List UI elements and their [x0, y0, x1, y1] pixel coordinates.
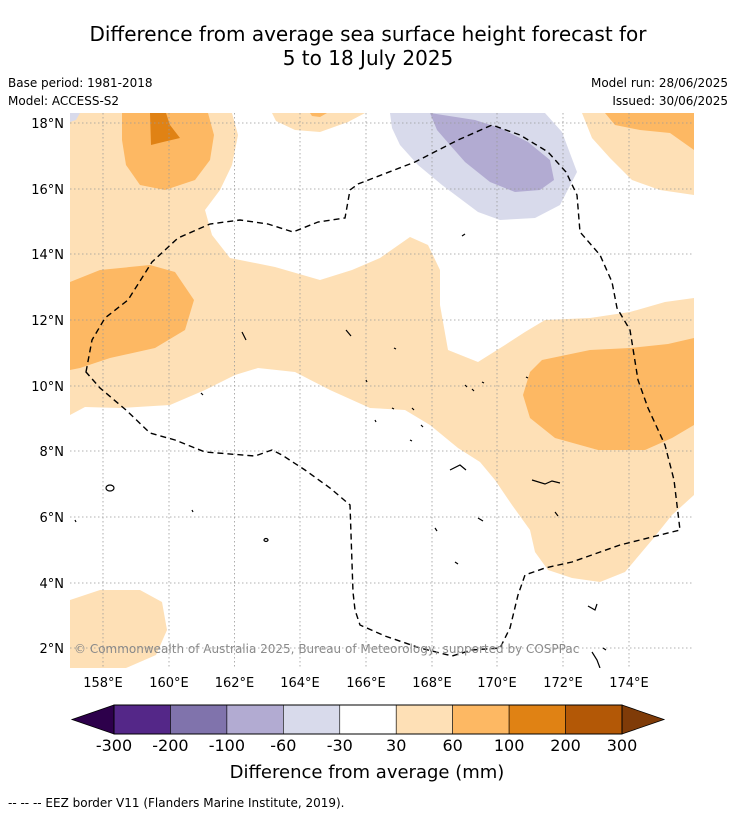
colorbar-tick-label: -100 [209, 736, 245, 755]
contour-30-60-top-mid [272, 113, 365, 132]
meta-right: Model run: 28/06/2025 Issued: 30/06/2025 [591, 74, 728, 110]
colorbar-extend-high [621, 704, 666, 735]
contour-neg30-60-corner [70, 113, 80, 122]
colorbar-swatch [508, 704, 566, 735]
island-atoll [263, 537, 269, 543]
contour-60-100-top-mid [310, 113, 327, 117]
island-atoll [454, 561, 459, 565]
latitude-label: 18°N [31, 117, 64, 132]
island-atoll [449, 464, 467, 471]
model-name: Model: ACCESS-S2 [8, 94, 120, 108]
colorbar-tick-label: 100 [494, 736, 525, 755]
longitude-label: 160°E [149, 676, 189, 691]
island-atoll [345, 329, 352, 337]
latitude-label: 10°N [31, 380, 64, 395]
colorbar-tick-label: 30 [386, 736, 406, 755]
colorbar-tick-label: -60 [270, 736, 296, 755]
colorbar-swatch [395, 704, 453, 735]
island-atoll [391, 347, 424, 442]
longitude-label: 166°E [346, 676, 386, 691]
colorbar-tick-label: -30 [327, 736, 353, 755]
map-plot-area: © Commonwealth of Australia 2025, Bureau… [70, 113, 694, 668]
island-atoll [602, 647, 607, 651]
islands [74, 233, 607, 668]
model-run: Model run: 28/06/2025 [590, 76, 728, 90]
island-atoll [434, 527, 438, 532]
island-atoll [554, 511, 559, 517]
latitude-label: 16°N [31, 183, 64, 198]
colorbar-tick-label: 200 [550, 736, 581, 755]
contour-30-60-top-right [582, 113, 694, 195]
contour-60-100-left [70, 265, 194, 370]
contour-100-200-top-left [150, 113, 180, 145]
colorbar-swatch [283, 704, 341, 735]
gridlines [70, 113, 694, 668]
island-atoll [241, 331, 247, 341]
colorbar-swatch [339, 704, 397, 735]
colorbar-extend-low [70, 704, 115, 735]
contour-30-60-bottom-left [70, 590, 167, 668]
island-atoll [464, 376, 529, 392]
island-atoll [461, 233, 466, 237]
contour-60-100-right [523, 338, 694, 450]
island-atoll [531, 479, 561, 485]
colorbar-swatch [565, 704, 623, 735]
colorbar-tick-label: 300 [607, 736, 638, 755]
issued-date: Issued: 30/06/2025 [612, 94, 728, 108]
latitude-label: 8°N [40, 445, 65, 460]
latitude-label: 14°N [31, 248, 64, 263]
colorbar-tick-label: 60 [442, 736, 462, 755]
colorbar-swatch [226, 704, 284, 735]
longitude-label: 168°E [412, 676, 452, 691]
contour-30-60-main [70, 113, 694, 582]
colorbar-title: Difference from average (mm) [230, 762, 505, 783]
eez-border [85, 124, 681, 657]
latitude-label: 2°N [40, 642, 65, 657]
contour-60-100-top-left [122, 113, 214, 190]
meta-left: Base period: 1981-2018 Model: ACCESS-S2 [8, 74, 153, 110]
colorbar-swatch [452, 704, 510, 735]
latitude-label: 6°N [40, 511, 65, 526]
island-atoll [591, 651, 601, 668]
latitude-label: 4°N [40, 577, 65, 592]
colorbar-swatch [113, 704, 171, 735]
base-period: Base period: 1981-2018 [8, 76, 153, 90]
contour-60-100-top-right [605, 113, 694, 150]
island-atoll [477, 517, 484, 522]
eez-legend-note: -- -- -- EEZ border V11 (Flanders Marine… [8, 796, 345, 810]
title-line-2: 5 to 18 July 2025 [282, 46, 454, 70]
contour-neg60-100 [430, 113, 554, 192]
colorbar-tick-label: -300 [96, 736, 132, 755]
longitude-label: 174°E [609, 676, 649, 691]
longitude-label: 158°E [83, 676, 123, 691]
island-atoll [587, 603, 598, 611]
title-line-1: Difference from average sea surface heig… [89, 22, 647, 46]
map-figure: © Commonwealth of Australia 2025, Bureau… [31, 113, 694, 783]
longitude-label: 164°E [280, 676, 320, 691]
island-atoll [74, 379, 377, 523]
copyright-notice: © Commonwealth of Australia 2025, Bureau… [74, 642, 579, 656]
colorbar-swatch [170, 704, 228, 735]
map-title: Difference from average sea surface heig… [0, 22, 736, 70]
island-atoll [105, 484, 115, 492]
longitude-label: 172°E [543, 676, 583, 691]
longitude-labels: 158°E 160°E 162°E 164°E 166°E 168°E 170°E 172°E… [83, 676, 649, 691]
latitude-label: 12°N [31, 314, 64, 329]
longitude-label: 170°E [477, 676, 517, 691]
colorbar-frame [113, 704, 623, 735]
longitude-label: 162°E [215, 676, 255, 691]
colorbar: -300 -200 -100 -60 -30 30 60 100 200 300 [70, 704, 666, 755]
colorbar-tick-label: -200 [152, 736, 188, 755]
latitude-labels: 18°N 16°N 14°N 12°N 10°N 8°N 6°N 4°N 2°N [31, 117, 64, 657]
